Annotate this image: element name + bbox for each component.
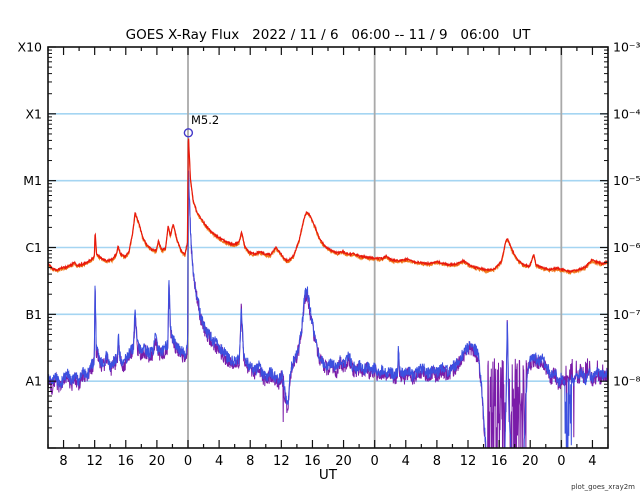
x-tick-label: 20	[522, 454, 539, 469]
x-tick-label: 20	[335, 454, 352, 469]
x-tick-label: 8	[59, 454, 67, 469]
flare-class-label: C1	[25, 240, 42, 255]
x-tick-label: 4	[215, 454, 223, 469]
x-tick-label: 0	[371, 454, 379, 469]
flux-level-label: 10⁻³	[613, 40, 640, 55]
x-tick-label: 4	[588, 454, 596, 469]
flare-class-label: B1	[25, 307, 42, 322]
x-tick-label: 4	[402, 454, 410, 469]
series-short_b	[48, 177, 608, 448]
x-tick-label: 8	[433, 454, 441, 469]
x-tick-label: 0	[557, 454, 565, 469]
flare-class-label: A1	[25, 374, 42, 389]
x-tick-label: 12	[86, 454, 103, 469]
flux-level-label: 10⁻⁶	[613, 240, 640, 255]
series-long_a	[48, 138, 608, 274]
x-tick-label: 12	[460, 454, 477, 469]
x-tick-label: 20	[149, 454, 166, 469]
flare-class-label: X1	[25, 106, 42, 121]
flux-level-label: 10⁻⁴	[613, 106, 640, 121]
flux-level-label: 10⁻⁷	[613, 307, 640, 322]
chart-title: GOES X-Ray Flux 2022 / 11 / 6 06:00 -- 1…	[125, 27, 531, 43]
flare-class-label: X10	[18, 40, 43, 55]
x-tick-label: 16	[118, 454, 135, 469]
x-axis-label: UT	[318, 467, 338, 483]
flux-level-label: 10⁻⁸	[613, 374, 640, 389]
series-short_a	[48, 170, 608, 448]
x-tick-label: 12	[273, 454, 290, 469]
x-tick-label: 16	[304, 454, 321, 469]
flux-level-label: 10⁻⁵	[613, 173, 640, 188]
flare-marker-circle	[183, 128, 194, 138]
x-tick-label: 0	[184, 454, 192, 469]
series-long_b	[48, 138, 608, 275]
x-tick-label: 16	[491, 454, 508, 469]
flare-label: M5.2	[191, 113, 220, 127]
x-tick-label: 8	[246, 454, 254, 469]
plot-script-watermark: plot_goes_xray2m	[571, 483, 635, 491]
flare-class-label: M1	[23, 173, 42, 188]
